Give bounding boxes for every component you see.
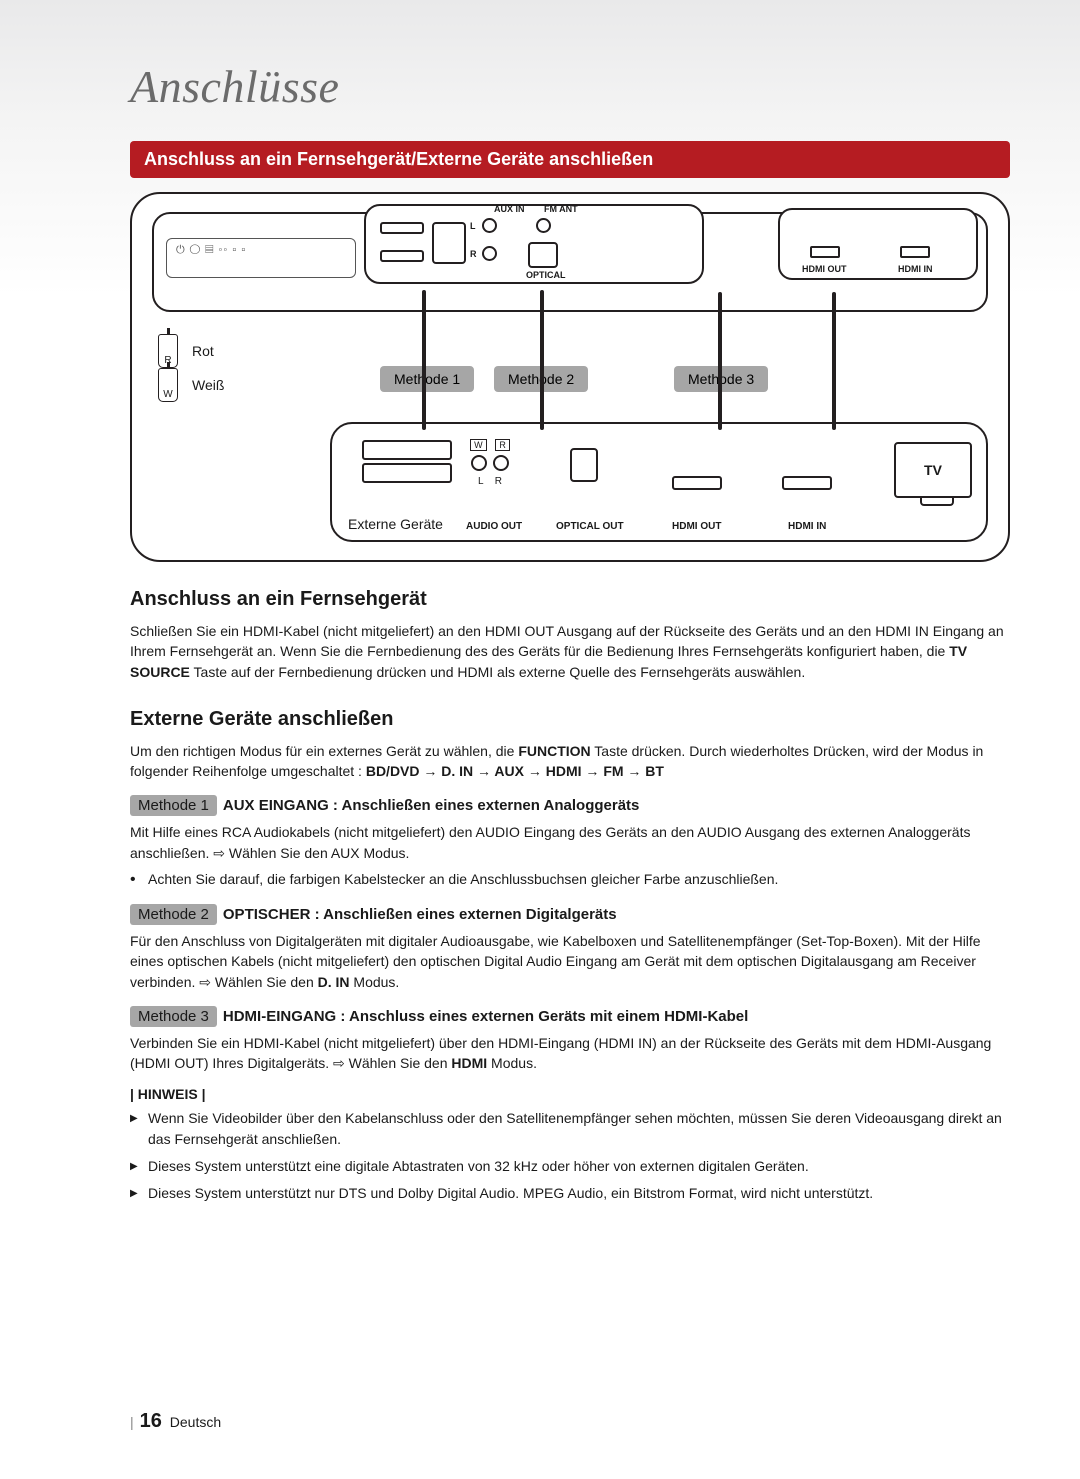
external-devices-box: W R L R TV Externe Geräte AUDIO OUT OPTI… (330, 422, 988, 542)
method-3-text: Verbinden Sie ein HDMI-Kabel (nicht mitg… (130, 1033, 1010, 1074)
method-1-heading: Methode 1AUX EINGANG : Anschließen eines… (130, 797, 1010, 814)
plug-legend: RRot WWeiß (158, 334, 224, 402)
method-1-text: Mit Hilfe eines RCA Audiokabels (nicht m… (130, 822, 1010, 863)
page-footer: |16 Deutsch (130, 1410, 221, 1433)
paragraph-external-devices: Um den richtigen Modus für ein externes … (130, 741, 1010, 782)
label-L: L (470, 221, 476, 231)
note-item-3: Dieses System unterstützt nur DTS und Do… (130, 1183, 1010, 1204)
legend-red: Rot (192, 343, 214, 359)
label-hdmi-out-ext: HDMI OUT (672, 521, 721, 532)
callout-aux-optical: AUX IN FM ANT L R OPTICAL (364, 204, 704, 284)
note-label: | HINWEIS | (130, 1086, 1010, 1102)
label-hdmi-out: HDMI OUT (802, 264, 847, 274)
method-1-bullet: Achten Sie darauf, die farbigen Kabelste… (130, 869, 1010, 890)
legend-white: Weiß (192, 377, 224, 393)
heading-tv-connection: Anschluss an ein Fernsehgerät (130, 588, 1010, 611)
note-item-2: Dieses System unterstützt eine digitale … (130, 1156, 1010, 1177)
callout-hdmi: HDMI OUT HDMI IN (778, 208, 978, 280)
ext-rca-pair: W R L R (468, 440, 512, 487)
label-R: R (470, 249, 477, 259)
method-3-heading: Methode 3HDMI-EINGANG : Anschluss eines … (130, 1008, 1010, 1025)
heading-external-devices: Externe Geräte anschließen (130, 708, 1010, 731)
label-hdmi-in: HDMI IN (898, 264, 933, 274)
page-title: Anschlüsse (130, 60, 1010, 113)
tv-icon: TV (894, 442, 972, 498)
label-optical-out: OPTICAL OUT (556, 521, 624, 532)
external-device-stack (362, 440, 452, 486)
note-list: Wenn Sie Videobilder über den Kabelansch… (130, 1108, 1010, 1204)
method-2-heading: Methode 2OPTISCHER : Anschließen eines e… (130, 906, 1010, 923)
connection-diagram: ⏻ ◯ ▤ ◦◦ ▫ ▫ AUX IN FM ANT L R OPTICAL H… (130, 192, 1010, 562)
method-2-text: Für den Anschluss von Digitalgeräten mit… (130, 931, 1010, 992)
label-audio-out: AUDIO OUT (466, 521, 522, 532)
pill-method-1: Methode 1 (380, 366, 474, 392)
note-item-1: Wenn Sie Videobilder über den Kabelansch… (130, 1108, 1010, 1150)
section-red-bar: Anschluss an ein Fernsehgerät/Externe Ge… (130, 141, 1010, 178)
label-auxin: AUX IN (494, 204, 525, 214)
label-fmant: FM ANT (544, 204, 578, 214)
label-hdmi-in-ext: HDMI IN (788, 521, 826, 532)
label-external-devices: Externe Geräte (348, 516, 443, 532)
paragraph-tv-connection: Schließen Sie ein HDMI-Kabel (nicht mitg… (130, 621, 1010, 682)
label-optical: OPTICAL (526, 270, 566, 280)
